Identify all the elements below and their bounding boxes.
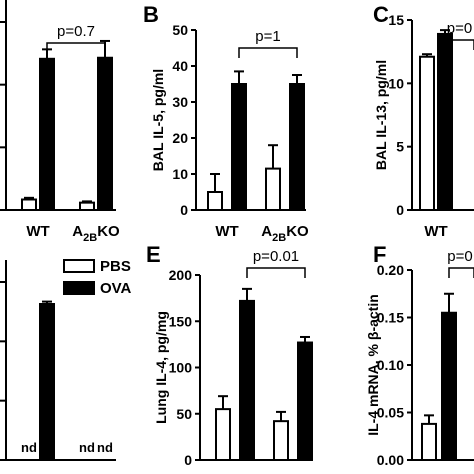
bar-ova xyxy=(39,303,55,461)
y-tick-label: 20 xyxy=(172,130,188,146)
y-axis-label: IL-4 mRNA, % β-actin xyxy=(365,294,381,436)
legend-label-ova: OVA xyxy=(100,280,132,297)
y-tick-label: 5 xyxy=(396,139,404,155)
bar-pbs xyxy=(421,422,437,461)
panel-c: 0 5 10 15C BAL IL-13, pg/ml WT p=0 xyxy=(373,2,474,240)
y-tick-label: 0.10 xyxy=(377,357,404,373)
y-tick-label: 40 xyxy=(172,58,188,74)
y-tick-label: 100 xyxy=(169,360,193,376)
y-tick-label: 15 xyxy=(388,12,404,28)
significance-bracket xyxy=(444,39,474,50)
panel-f: 0.00 0.05 0.10 0.15 0.20F IL-4 mRNA, % β-acti… xyxy=(365,242,474,474)
x-tick-label: WT xyxy=(424,223,447,240)
y-tick-label: 30 xyxy=(172,94,188,110)
y-tick-label: 0 xyxy=(396,202,404,218)
p-value-label: p=0.7 xyxy=(57,23,95,40)
bar-pbs xyxy=(419,55,435,211)
y-tick-label: 0.15 xyxy=(377,310,404,326)
nd-label: nd xyxy=(79,440,95,455)
y-tick-label: 0 xyxy=(180,202,188,218)
y-tick-label: 0.05 xyxy=(377,405,404,421)
y-axis-label: BAL IL-5, pg/ml xyxy=(150,69,166,171)
x-tick-label: WT xyxy=(26,223,49,240)
nd-label: nd xyxy=(21,440,37,455)
y-tick-label: 50 xyxy=(172,22,188,38)
p-value-label: p=1 xyxy=(255,28,280,45)
significance-bracket xyxy=(46,42,106,53)
legend-swatch-ova xyxy=(63,281,95,295)
bar-pbs xyxy=(79,201,95,211)
y-tick-label: 0 xyxy=(184,452,192,468)
legend: PBS OVA xyxy=(63,258,132,297)
panel-b: 0 10 20 30 40 50 B BAL IL-5, pg/ml WT A2BKO p=1 xyxy=(143,2,309,244)
significance-bracket xyxy=(246,267,306,278)
panel-letter: F xyxy=(373,242,386,267)
x-tick-label: A2BKO xyxy=(72,223,120,244)
x-tick-label: WT xyxy=(215,223,238,240)
y-axis-label: BAL IL-13, pg/ml xyxy=(373,60,389,170)
bar-pbs xyxy=(265,167,281,212)
y-tick-label: 200 xyxy=(169,267,193,283)
significance-bracket xyxy=(448,267,474,278)
p-value-label: p=0 xyxy=(447,20,472,37)
panel-letter: C xyxy=(373,2,389,27)
panel-letter: B xyxy=(143,2,159,27)
y-tick-label: 0.20 xyxy=(377,262,404,278)
y-tick-label: 150 xyxy=(169,313,193,329)
bar-pbs xyxy=(21,198,37,211)
bar-ova xyxy=(39,57,55,211)
bar-ova xyxy=(297,341,313,461)
nd-label: nd xyxy=(97,440,113,455)
bar-ova xyxy=(97,56,113,211)
p-value-label: p=0 xyxy=(447,248,472,265)
bar-ova xyxy=(239,299,255,461)
y-tick-label: 50 xyxy=(176,406,192,422)
x-tick-label: A2BKO xyxy=(261,223,309,244)
bar-pbs xyxy=(273,420,289,461)
y-tick-label: 0.00 xyxy=(377,452,404,468)
panel-letter: E xyxy=(146,242,161,267)
legend-swatch-pbs xyxy=(63,259,95,273)
panel-a: WT A2BKO p=0.7 xyxy=(0,0,120,244)
bar-ova xyxy=(289,83,305,211)
y-axis-label: Lung IL-4, pg/mg xyxy=(153,311,169,424)
y-tick-label: 10 xyxy=(388,75,404,91)
bar-ova xyxy=(231,83,247,211)
bar-ova xyxy=(441,311,457,461)
legend-label-pbs: PBS xyxy=(100,258,131,275)
bar-pbs xyxy=(215,408,231,461)
panel-d: ndndndWTA2BKO xyxy=(0,260,120,474)
y-tick-label: 10 xyxy=(172,166,188,182)
bar-ova xyxy=(437,32,453,211)
significance-bracket xyxy=(238,47,298,58)
p-value-label: p=0.01 xyxy=(253,248,299,265)
bar-pbs xyxy=(207,191,223,211)
